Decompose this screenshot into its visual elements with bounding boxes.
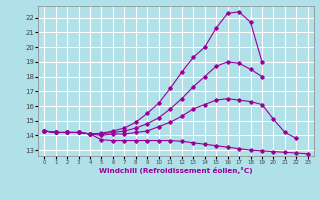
X-axis label: Windchill (Refroidissement éolien,°C): Windchill (Refroidissement éolien,°C): [99, 167, 253, 174]
